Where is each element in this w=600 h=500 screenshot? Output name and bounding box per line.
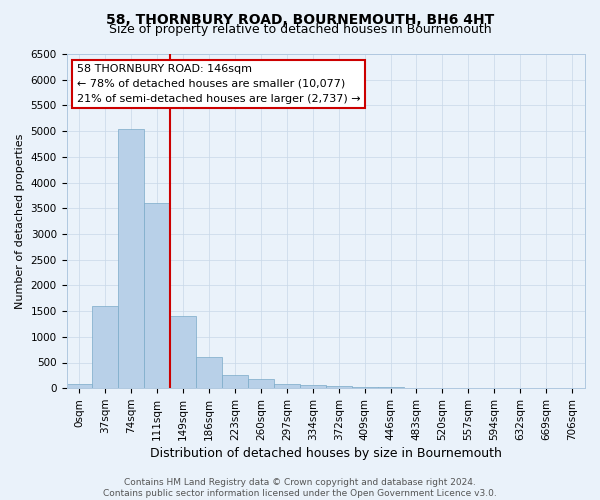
Bar [300,385,326,388]
Bar [222,376,248,388]
Bar [118,128,144,388]
Bar [144,203,170,388]
Bar [196,358,222,388]
Bar [170,316,196,388]
Text: 58, THORNBURY ROAD, BOURNEMOUTH, BH6 4HT: 58, THORNBURY ROAD, BOURNEMOUTH, BH6 4HT [106,12,494,26]
X-axis label: Distribution of detached houses by size in Bournemouth: Distribution of detached houses by size … [150,447,502,460]
Text: Contains HM Land Registry data © Crown copyright and database right 2024.
Contai: Contains HM Land Registry data © Crown c… [103,478,497,498]
Text: 58 THORNBURY ROAD: 146sqm
← 78% of detached houses are smaller (10,077)
21% of s: 58 THORNBURY ROAD: 146sqm ← 78% of detac… [77,64,361,104]
Bar [92,306,118,388]
Bar [352,386,377,388]
Bar [248,379,274,388]
Bar [67,384,92,388]
Bar [274,384,300,388]
Bar [326,386,352,388]
Bar [377,387,404,388]
Text: Size of property relative to detached houses in Bournemouth: Size of property relative to detached ho… [109,24,491,36]
Y-axis label: Number of detached properties: Number of detached properties [15,134,25,309]
